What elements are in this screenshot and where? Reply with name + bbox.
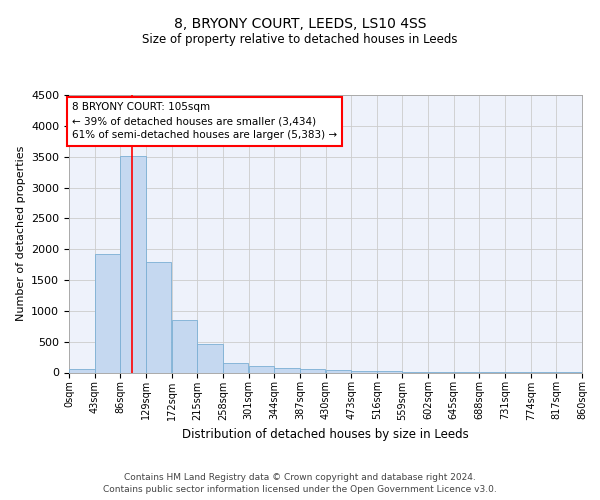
Bar <box>121 156 146 372</box>
Bar <box>300 369 325 372</box>
Bar <box>146 262 172 372</box>
Bar <box>274 368 300 372</box>
Bar <box>69 370 95 372</box>
Bar <box>248 366 274 372</box>
Text: Size of property relative to detached houses in Leeds: Size of property relative to detached ho… <box>142 32 458 46</box>
Y-axis label: Number of detached properties: Number of detached properties <box>16 146 26 322</box>
Bar <box>326 370 351 372</box>
Text: 8, BRYONY COURT, LEEDS, LS10 4SS: 8, BRYONY COURT, LEEDS, LS10 4SS <box>174 18 426 32</box>
Bar <box>172 320 197 372</box>
Text: Contains HM Land Registry data © Crown copyright and database right 2024.: Contains HM Land Registry data © Crown c… <box>124 472 476 482</box>
Text: Contains public sector information licensed under the Open Government Licence v3: Contains public sector information licen… <box>103 485 497 494</box>
X-axis label: Distribution of detached houses by size in Leeds: Distribution of detached houses by size … <box>182 428 469 441</box>
Text: 8 BRYONY COURT: 105sqm
← 39% of detached houses are smaller (3,434)
61% of semi-: 8 BRYONY COURT: 105sqm ← 39% of detached… <box>72 102 337 141</box>
Bar <box>197 344 223 372</box>
Bar <box>223 362 248 372</box>
Bar <box>95 254 120 372</box>
Bar <box>351 370 377 372</box>
